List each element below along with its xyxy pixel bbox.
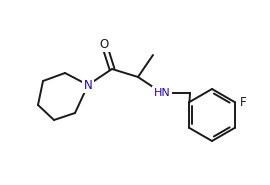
Text: O: O xyxy=(99,38,109,51)
Text: N: N xyxy=(84,78,92,92)
Text: HN: HN xyxy=(154,88,170,98)
Text: F: F xyxy=(240,95,247,108)
